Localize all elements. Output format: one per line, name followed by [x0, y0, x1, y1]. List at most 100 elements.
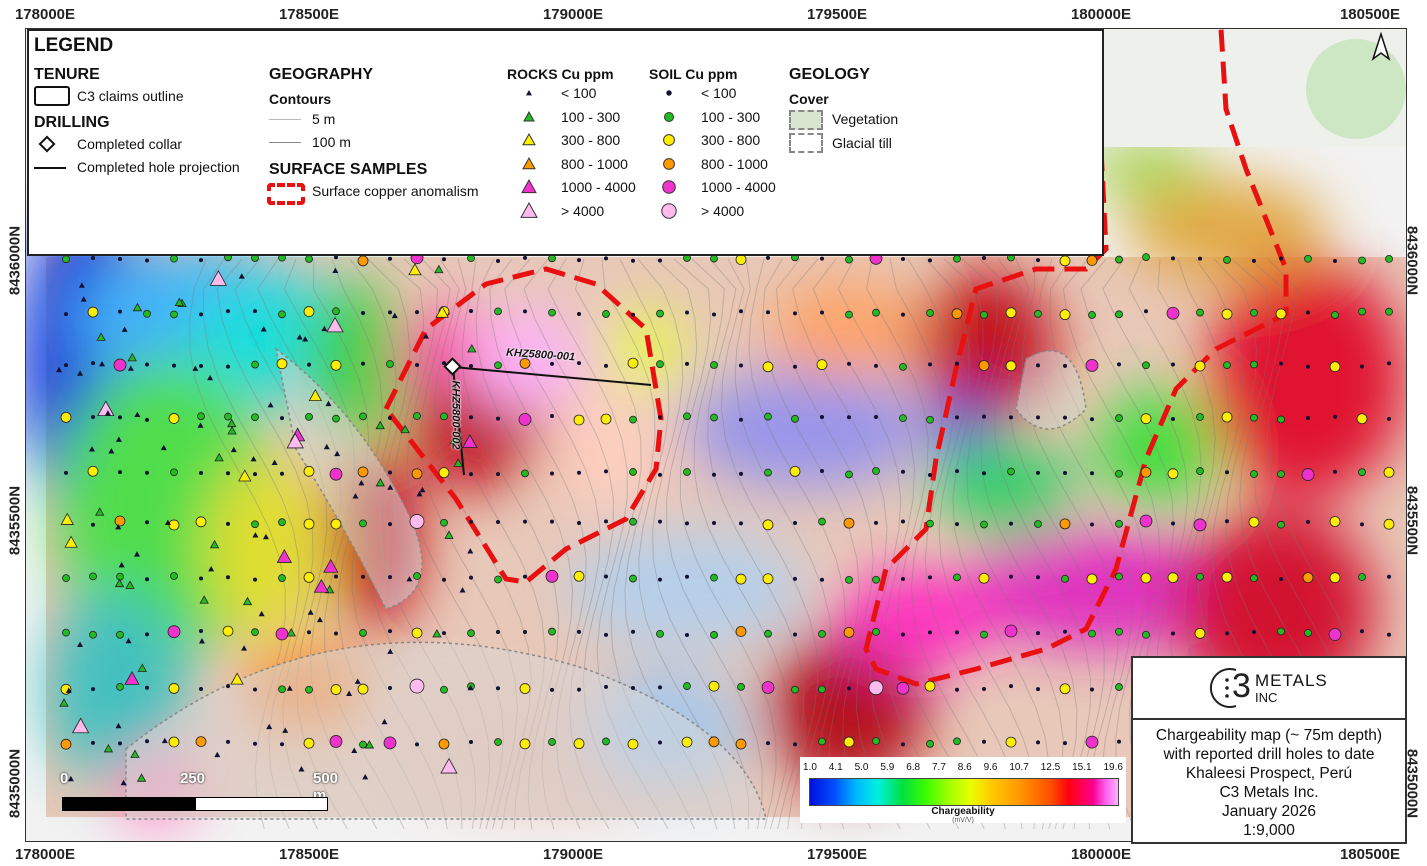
- c3-metals-logo: 3 METALS INC: [1133, 658, 1405, 720]
- vegetation-icon: [789, 110, 823, 130]
- rock-sample-point: [108, 448, 115, 454]
- rock-sample-point: [298, 766, 305, 772]
- soil-sample-point: [1304, 629, 1312, 637]
- soil-sample-point: [359, 629, 367, 637]
- rocks-heading: ROCKS Cu ppm: [507, 66, 614, 82]
- soil-sample-point: [1250, 360, 1258, 369]
- rock-sample-point: [387, 484, 394, 490]
- anomalism-label: Surface copper anomalism: [312, 183, 479, 199]
- soil-sample-point: [330, 359, 342, 371]
- soil-sample-point: [818, 517, 826, 526]
- soil-sample-point: [550, 687, 554, 692]
- logo-main: METALS: [1255, 671, 1328, 690]
- soil-sample-point: [332, 307, 340, 316]
- soil-sample-point: [1196, 413, 1204, 421]
- soil-sample-point: [1115, 519, 1123, 528]
- soil-sample-point: [1005, 360, 1017, 372]
- soil-sample-point: [1248, 516, 1260, 528]
- soil-sample-point: [1009, 574, 1013, 579]
- soil-sample-point: [195, 736, 207, 748]
- soil-sample-point: [1004, 624, 1018, 638]
- soil-sample-point: [980, 520, 988, 529]
- soil-sample-point: [762, 573, 774, 585]
- soil-sample-point: [820, 469, 824, 474]
- soil-sample-point: [955, 469, 959, 474]
- soil-sample-point: [926, 415, 934, 424]
- chargeability-colorbar: 1.0 4.1 5.0 5.9 6.8 7.7 8.6 9.6 10.7 12.5 15.1 19.6…: [800, 757, 1126, 824]
- soil-sample-point: [550, 361, 554, 366]
- soil-sample-point: [793, 311, 797, 316]
- soil-sample-point: [494, 575, 502, 584]
- soil-sample-point: [145, 470, 149, 475]
- soil-sample-point: [359, 519, 367, 528]
- soil-sample-point: [1250, 308, 1258, 317]
- contours-heading: Contours: [269, 91, 332, 107]
- rock-sample-point: [364, 740, 375, 749]
- colorbar-tick: 7.7: [931, 762, 946, 773]
- rock-sample-point: [250, 455, 257, 462]
- soil-sample-point: [521, 469, 529, 478]
- soil-sample-point: [330, 518, 342, 530]
- soil-sample-point: [199, 687, 203, 692]
- soil-sample-point: [1090, 471, 1094, 476]
- soil-sample-point: [791, 414, 799, 423]
- soil-class-label: 300 - 800: [701, 132, 761, 148]
- soil-sample-point: [631, 312, 635, 317]
- soil-sample-point: [278, 518, 286, 527]
- claims-outline-icon: [34, 86, 70, 106]
- soil-sample-point: [118, 470, 122, 475]
- map-date: January 2026: [1222, 803, 1316, 820]
- rock-sample-point: [271, 459, 278, 465]
- rock-sample-point: [97, 400, 115, 417]
- soil-sample-point: [545, 569, 559, 583]
- soil-sample-point: [1085, 359, 1099, 372]
- soil-sample-point: [1059, 309, 1071, 321]
- rock-sample-point: [67, 775, 74, 782]
- colorbar-gradient: [809, 778, 1119, 806]
- contour-line: [762, 258, 860, 830]
- rock-sample-point: [241, 645, 248, 651]
- rock-sample-point: [208, 565, 215, 572]
- soil-sample-point: [708, 680, 720, 692]
- soil-sample-point: [1142, 253, 1150, 261]
- soil-sample-point: [845, 310, 853, 319]
- soil-sample-point: [518, 413, 532, 426]
- rock-sample-point: [71, 717, 90, 734]
- rock-sample-point: [434, 264, 444, 274]
- soil-sample-point: [197, 412, 205, 421]
- soil-sample-point: [1252, 258, 1256, 263]
- map-title: Chargeability map (~ 75m depth): [1155, 727, 1383, 744]
- soil-sample-point: [658, 519, 662, 524]
- easting-label: 179500E: [806, 6, 868, 23]
- easting-label: 180500E: [1339, 846, 1401, 863]
- contour-line: [889, 258, 1006, 830]
- soil-sample-point: [168, 683, 180, 694]
- rock-sample-point: [161, 737, 168, 744]
- rock-sample-point: [391, 312, 398, 319]
- soil-sample-point: [901, 256, 905, 261]
- soil-sample-point: [1358, 573, 1366, 581]
- easting-label: 179000E: [542, 846, 604, 863]
- soil-sample-point: [172, 363, 176, 368]
- rock-sample-point: [296, 334, 303, 340]
- rock-sample-point: [197, 422, 204, 428]
- easting-label: 178500E: [278, 846, 340, 863]
- soil-sample-point: [1279, 256, 1283, 261]
- soil-sample-point: [1221, 571, 1233, 583]
- soil-sample-point: [793, 632, 797, 637]
- colorbar-tick: 9.6: [983, 762, 998, 773]
- soil-sample-point: [469, 415, 473, 420]
- soil-sample-point: [276, 358, 288, 370]
- soil-sample-point: [388, 686, 392, 691]
- soil-sample-point: [548, 738, 556, 746]
- soil-sample-point: [1329, 361, 1341, 373]
- rocks-class-label: > 4000: [561, 202, 605, 219]
- soil-sample-point: [411, 468, 423, 480]
- soil-sample-point: [442, 257, 446, 262]
- soil-sample-point: [226, 521, 230, 526]
- soil-sample-point: [1275, 308, 1287, 320]
- soil-sample-point: [1086, 255, 1098, 266]
- rock-sample-point: [124, 670, 140, 685]
- contour-5m-label: 5 m: [312, 111, 336, 127]
- soil-sample-point: [872, 627, 880, 636]
